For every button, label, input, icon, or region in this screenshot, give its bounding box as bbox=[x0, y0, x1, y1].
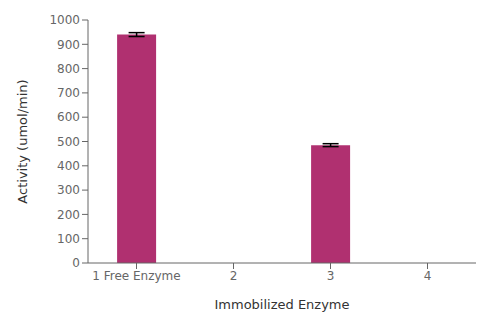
svg-text:300: 300 bbox=[57, 183, 80, 197]
svg-text:800: 800 bbox=[57, 62, 80, 76]
svg-text:4: 4 bbox=[424, 269, 432, 283]
svg-text:400: 400 bbox=[57, 159, 80, 173]
svg-text:Activity (umol/min): Activity (umol/min) bbox=[15, 79, 30, 203]
svg-text:700: 700 bbox=[57, 86, 80, 100]
svg-text:900: 900 bbox=[57, 38, 80, 52]
svg-text:200: 200 bbox=[57, 208, 80, 222]
svg-text:600: 600 bbox=[57, 110, 80, 124]
svg-text:1 Free Enzyme: 1 Free Enzyme bbox=[92, 269, 180, 283]
svg-text:0: 0 bbox=[72, 256, 80, 270]
svg-text:500: 500 bbox=[57, 135, 80, 149]
svg-text:100: 100 bbox=[57, 232, 80, 246]
svg-text:Immobilized Enzyme: Immobilized Enzyme bbox=[214, 297, 349, 312]
svg-text:3: 3 bbox=[327, 269, 335, 283]
svg-text:1000: 1000 bbox=[49, 13, 80, 27]
svg-text:2: 2 bbox=[230, 269, 238, 283]
